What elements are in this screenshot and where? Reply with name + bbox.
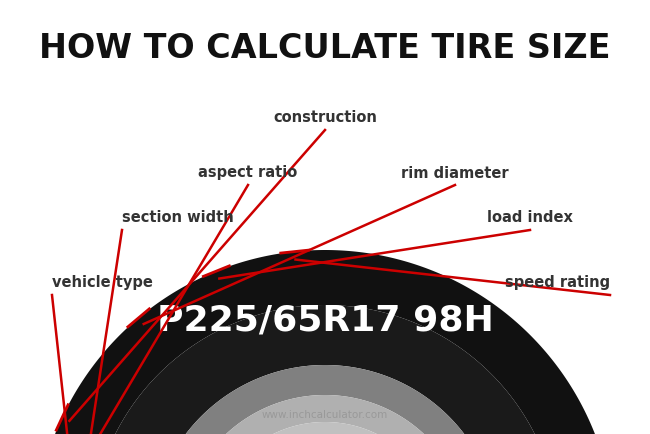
Polygon shape [90, 305, 560, 434]
Text: rim diameter: rim diameter [401, 165, 509, 181]
Text: speed rating: speed rating [505, 276, 610, 290]
Polygon shape [207, 422, 443, 434]
Text: HOW TO CALCULATE TIRE SIZE: HOW TO CALCULATE TIRE SIZE [39, 32, 611, 65]
Text: aspect ratio: aspect ratio [198, 165, 298, 181]
Text: www.inchcalculator.com: www.inchcalculator.com [262, 410, 388, 420]
Text: P225/65R17 98H: P225/65R17 98H [157, 304, 493, 338]
Text: construction: construction [273, 111, 377, 125]
Text: section width: section width [122, 210, 234, 226]
Polygon shape [35, 250, 615, 434]
Text: load index: load index [487, 210, 573, 226]
Polygon shape [150, 365, 500, 434]
Text: vehicle type: vehicle type [52, 276, 153, 290]
Polygon shape [180, 395, 470, 434]
